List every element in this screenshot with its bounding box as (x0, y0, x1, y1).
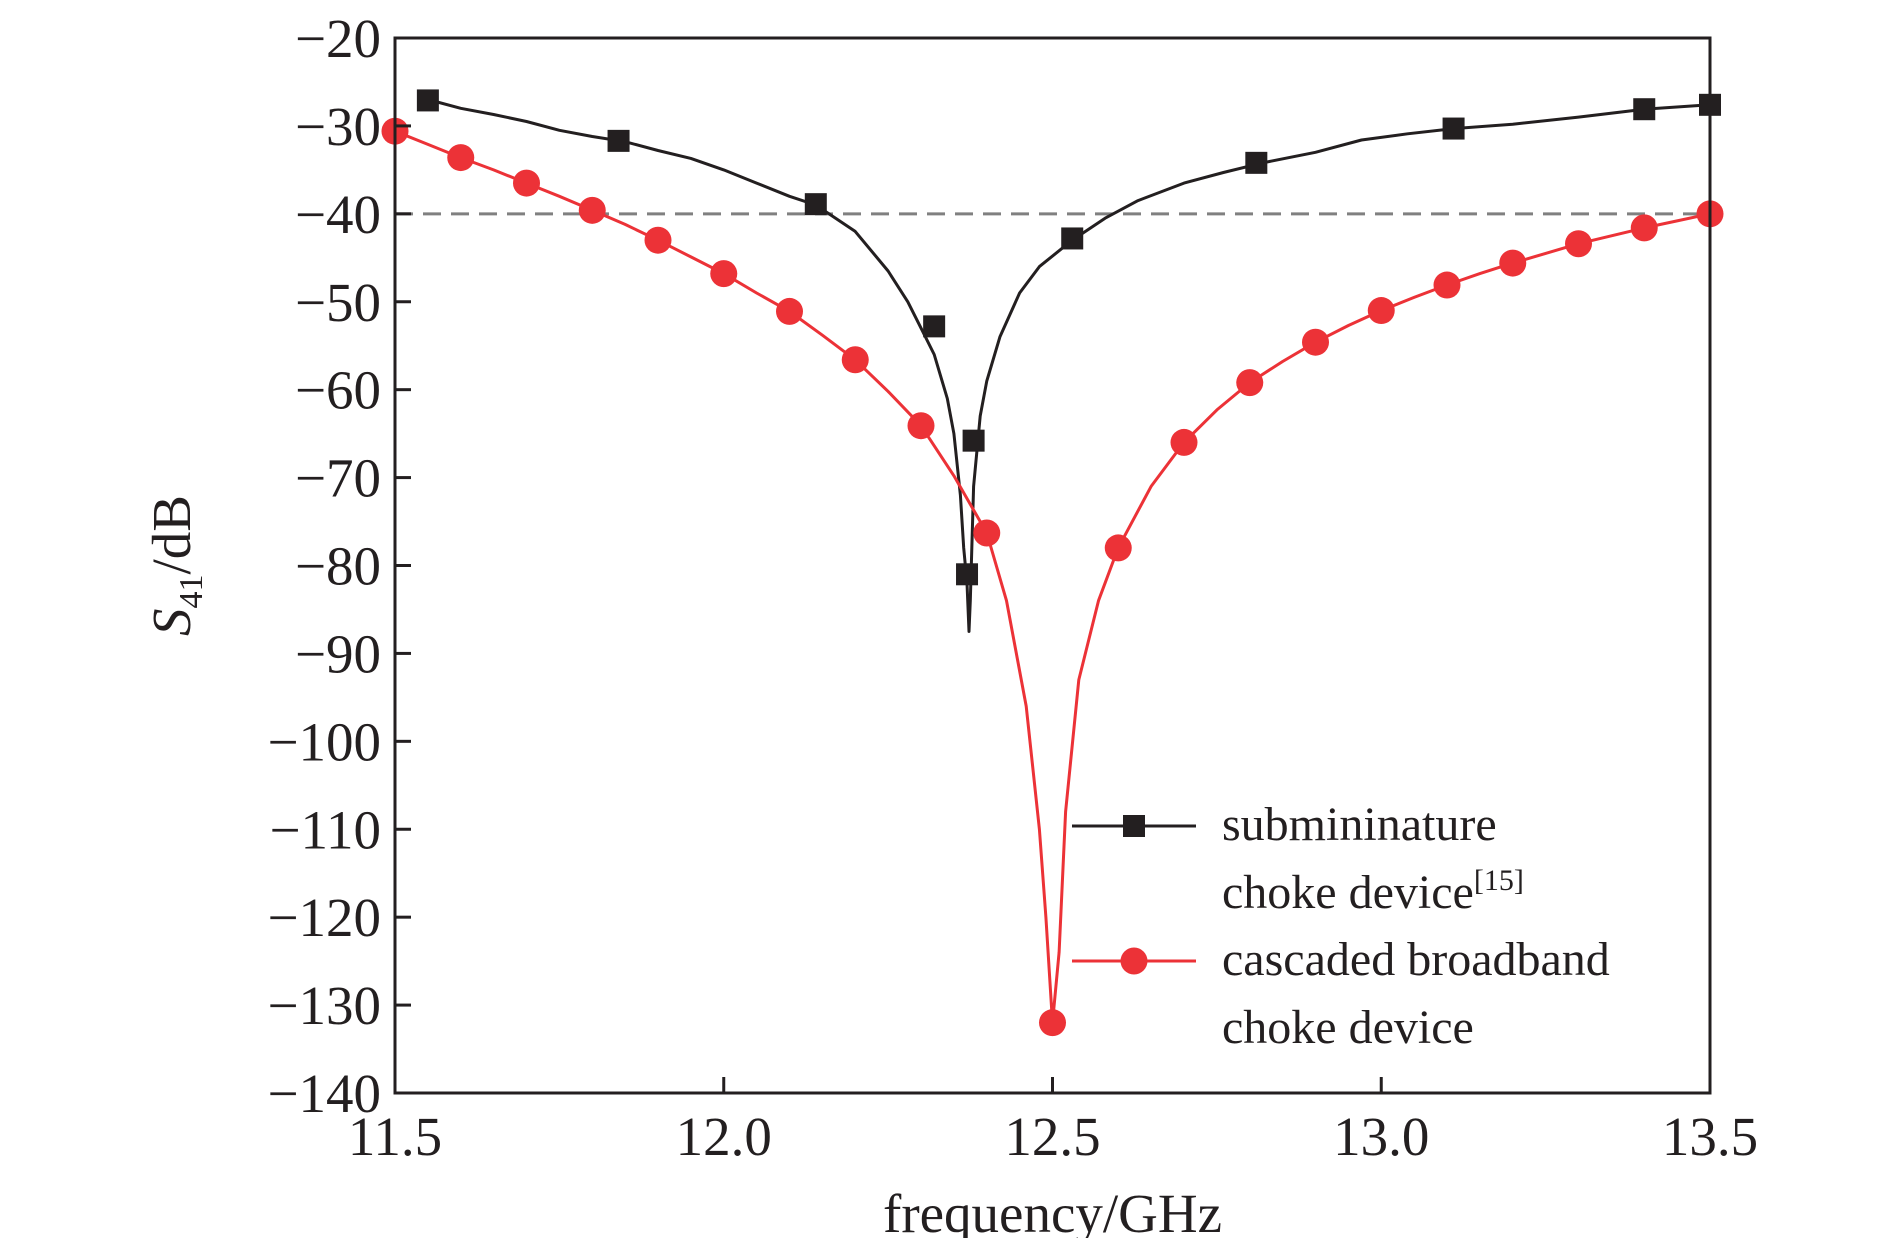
series-line-subminiature (427, 98, 1711, 633)
y-tick-label: −120 (267, 887, 381, 948)
marker-square (923, 315, 946, 338)
x-tick-label: 12.0 (676, 1106, 772, 1167)
legend-marker-circle (1120, 947, 1148, 975)
x-tick-label: 13.5 (1662, 1106, 1758, 1167)
marker-circle (1630, 214, 1658, 242)
legend-label-subminiature-line1: submininature (1222, 798, 1497, 851)
y-tick-label: −110 (270, 799, 381, 860)
marker-square (962, 429, 985, 452)
marker-circle (907, 412, 935, 440)
legend-label-subminiature-line2-text: choke device (1222, 866, 1474, 919)
marker-circle (1499, 249, 1527, 277)
y-tick-label: −20 (295, 8, 381, 69)
y-tick-label: −100 (267, 711, 381, 772)
y-axis-title-subscript: 41 (173, 574, 210, 608)
legend-label-subminiature-line2: choke device[15] (1222, 864, 1524, 919)
x-axis-title: frequency/GHz (883, 1183, 1222, 1238)
marker-square (607, 129, 630, 152)
legend-label-cascaded-line1: cascaded broadband (1222, 933, 1610, 986)
marker-square (416, 89, 439, 112)
marker-circle (1236, 369, 1264, 397)
marker-square (1633, 98, 1656, 121)
x-tick-label: 13.0 (1333, 1106, 1429, 1167)
marker-circle (776, 297, 803, 325)
x-tick-label: 12.5 (1004, 1106, 1100, 1167)
y-tick-label: −50 (295, 272, 381, 333)
y-axis-title-unit: /dB (141, 495, 202, 574)
marker-circle (1104, 534, 1132, 562)
y-tick-label: −140 (267, 1063, 381, 1124)
marker-circle (447, 144, 475, 172)
y-axis-title: S41/dB (141, 495, 210, 636)
marker-square (1442, 117, 1465, 140)
marker-circle (644, 226, 672, 254)
marker-circle (841, 346, 869, 374)
marker-circle (710, 260, 738, 288)
marker-layer (381, 89, 1724, 1037)
y-tick-label: −70 (295, 448, 381, 509)
marker-square (956, 563, 979, 586)
y-tick-label: −60 (295, 360, 381, 421)
legend: submininature choke device[15] cascaded … (1072, 798, 1610, 1054)
marker-circle (1565, 230, 1592, 258)
marker-square (1245, 151, 1268, 174)
legend-marker-square (1123, 815, 1145, 837)
y-tick-label: −40 (295, 184, 381, 245)
y-axis-title-main: S (141, 608, 202, 636)
legend-citation-superscript: [15] (1474, 864, 1524, 897)
marker-square (1061, 227, 1084, 250)
marker-circle (1170, 428, 1198, 456)
marker-circle (973, 519, 1001, 547)
y-tick-label: −90 (295, 623, 381, 684)
legend-label-cascaded-line2: choke device (1222, 1001, 1474, 1054)
tick-layer: 11.5 12.0 12.5 13.0 13.5 −20 −30 −40 −50 −60 −70 −8… (267, 8, 1758, 1167)
marker-circle (578, 196, 606, 224)
marker-circle (1367, 297, 1395, 325)
marker-circle (1302, 328, 1329, 356)
y-tick-label: −80 (295, 536, 381, 597)
marker-circle (513, 169, 540, 197)
y-tick-label: −130 (267, 975, 381, 1036)
marker-circle (1433, 271, 1461, 299)
y-tick-label: −30 (295, 96, 381, 157)
x-tick-label: 11.5 (348, 1106, 442, 1167)
marker-square (804, 193, 827, 216)
marker-circle (1039, 1009, 1066, 1037)
